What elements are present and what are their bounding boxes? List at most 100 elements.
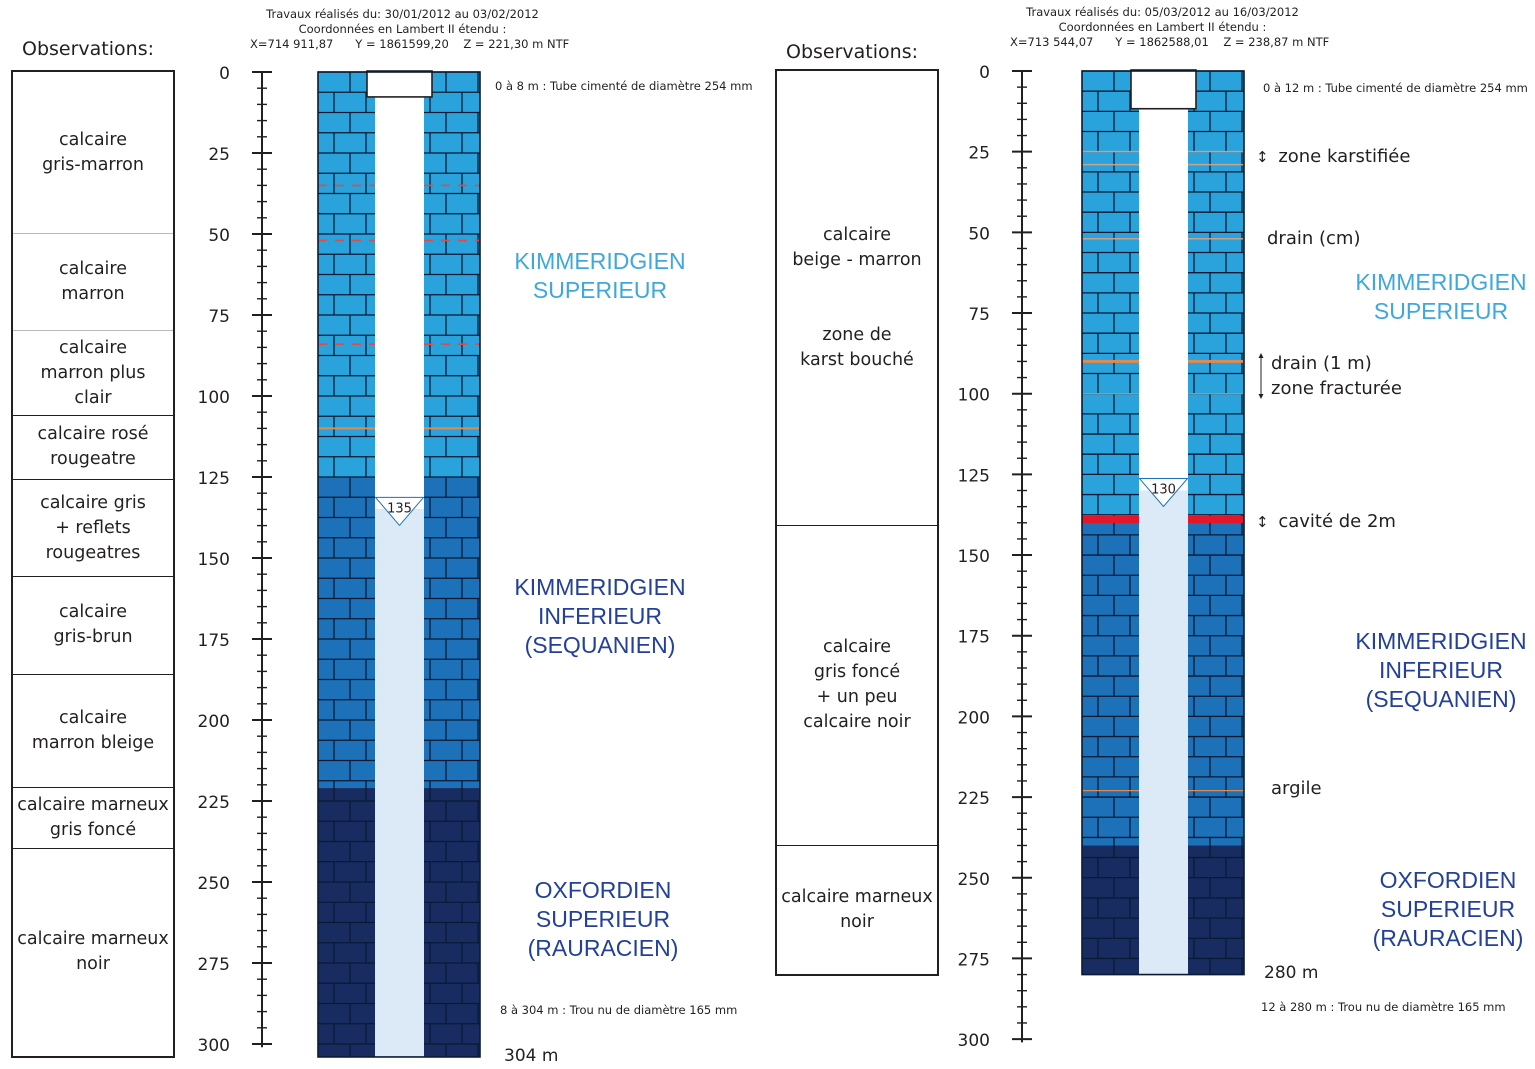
depth-tick-label: 125 bbox=[958, 466, 990, 486]
water-level-label: 130 bbox=[1151, 483, 1176, 498]
borehole-dry-section bbox=[375, 72, 424, 510]
observation-text: calcaire gris foncé + un peu calcaire no… bbox=[803, 637, 911, 733]
annotation-cavity: ↕ cavité de 2m bbox=[1256, 511, 1396, 532]
depth-tick-label: 250 bbox=[958, 870, 990, 890]
borehole1-header-dates: Travaux réalisés du: 30/01/2012 au 03/02… bbox=[266, 7, 539, 21]
casing-tube bbox=[366, 70, 433, 98]
water-level-triangle bbox=[1138, 478, 1189, 508]
observation-cell: calcaire marneux gris foncé bbox=[13, 787, 173, 849]
fractured-zone-arrow-icon bbox=[1257, 353, 1265, 399]
depth-tick-label: 100 bbox=[958, 386, 990, 406]
observation-text: calcaire gris-marron bbox=[42, 129, 144, 175]
borehole-dry-section bbox=[1139, 71, 1188, 491]
log-column-outline bbox=[1081, 70, 1245, 976]
double-arrow-icon: ↕ bbox=[1256, 513, 1269, 531]
depth-tick-label: 150 bbox=[198, 550, 230, 570]
observation-text: calcaire beige - marron zone de karst bo… bbox=[792, 225, 922, 371]
depth-tick-label: 100 bbox=[198, 388, 230, 408]
depth-tick-label: 25 bbox=[208, 145, 230, 165]
depth-tick-label: 50 bbox=[968, 224, 990, 244]
borehole2-header-xyz: X=713 544,07 Y = 1862588,01 Z = 238,87 m… bbox=[1010, 35, 1330, 49]
depth-tick-label: 225 bbox=[958, 789, 990, 809]
water-level-label: 135 bbox=[387, 501, 412, 516]
observation-text: calcaire gris-brun bbox=[53, 602, 133, 648]
casing-tube bbox=[1130, 69, 1197, 110]
depth-tick-label: 25 bbox=[968, 144, 990, 164]
observation-separator bbox=[13, 414, 173, 416]
depth-tick-label: 250 bbox=[198, 874, 230, 894]
borehole2-note-casing: 0 à 12 m : Tube cimenté de diamètre 254 … bbox=[1263, 81, 1528, 95]
borehole2-observations-box: calcaire beige - marron zone de karst bo… bbox=[775, 69, 939, 976]
observation-separator bbox=[13, 576, 173, 578]
borehole1-unit-kimmeridgien-inferieur: KIMMERIDGIEN INFERIEUR (SEQUANIEN) bbox=[514, 574, 686, 658]
depth-tick-label: 50 bbox=[208, 226, 230, 246]
depth-tick-label: 150 bbox=[958, 547, 990, 567]
observation-cell: calcaire marneux noir bbox=[777, 845, 937, 974]
observation-cell: calcaire gris-marron bbox=[13, 72, 173, 234]
borehole2-header-coordinates: Coordonnées en Lambert II étendu : bbox=[1058, 20, 1267, 34]
depth-tick-label: 175 bbox=[198, 631, 230, 651]
observation-separator bbox=[13, 233, 173, 235]
annotation-drain-cm: drain (cm) bbox=[1267, 228, 1361, 249]
observation-text: calcaire gris + reflets rougeatres bbox=[40, 492, 146, 563]
observation-text: calcaire marron bbox=[59, 259, 127, 305]
log-column-outline bbox=[317, 71, 481, 1058]
observation-separator bbox=[13, 479, 173, 481]
observation-text: calcaire marneux noir bbox=[781, 886, 933, 932]
depth-tick-label: 300 bbox=[958, 1031, 990, 1051]
depth-tick-label: 200 bbox=[958, 708, 990, 728]
observation-separator bbox=[777, 844, 937, 846]
depth-tick-label: 225 bbox=[198, 793, 230, 813]
borehole2-observations-title: Observations: bbox=[786, 41, 918, 63]
observation-text: calcaire marneux noir bbox=[17, 929, 169, 975]
borehole2-log-column: 0 25 50 75 100 125 150 175 200 225 250 275 300 130 bbox=[958, 63, 1245, 1051]
depth-tick-label: 0 bbox=[979, 63, 990, 83]
observation-separator bbox=[13, 786, 173, 788]
observation-cell: calcaire marron plus clair bbox=[13, 331, 173, 415]
double-arrow-icon: ↕ bbox=[1256, 148, 1269, 166]
depth-tick-label: 275 bbox=[958, 950, 990, 970]
borehole2-header: Travaux réalisés du: 05/03/2012 au 16/03… bbox=[1010, 5, 1330, 50]
observation-cell: calcaire beige - marron zone de karst bo… bbox=[777, 71, 937, 526]
borehole1-log-column: 0 25 50 75 100 125 150 175 200 225 250 275 300 135 bbox=[198, 64, 481, 1058]
borehole2-unit-kimmeridgien-inferieur: KIMMERIDGIEN INFERIEUR (SEQUANIEN) bbox=[1355, 628, 1527, 712]
observation-cell: calcaire gris-brun bbox=[13, 577, 173, 674]
borehole2-unit-oxfordien-superieur: OXFORDIEN SUPERIEUR (RAURACIEN) bbox=[1372, 867, 1524, 951]
observation-text: calcaire marron bleige bbox=[31, 707, 155, 753]
borehole-water-column bbox=[1139, 490, 1188, 975]
borehole1-observations-box: calcaire gris-marron calcaire marron calca… bbox=[11, 70, 175, 1058]
borehole-water-column bbox=[375, 509, 424, 1057]
borehole2-total-depth: 280 m bbox=[1264, 963, 1319, 983]
borehole1-note-open-hole: 8 à 304 m : Trou nu de diamètre 165 mm bbox=[500, 1003, 738, 1017]
depth-tick-label: 75 bbox=[208, 307, 230, 327]
depth-tick-label: 75 bbox=[968, 305, 990, 325]
observation-text: calcaire marron plus clair bbox=[40, 337, 146, 408]
borehole1-total-depth: 304 m bbox=[504, 1046, 559, 1066]
borehole2-header-dates: Travaux réalisés du: 05/03/2012 au 16/03… bbox=[1026, 5, 1299, 19]
observation-cell: calcaire gris foncé + un peu calcaire no… bbox=[777, 526, 937, 845]
borehole1-header-coordinates: Coordonnées en Lambert II étendu : bbox=[298, 22, 507, 36]
depth-tick-label: 175 bbox=[958, 628, 990, 648]
observation-cell: calcaire rosé rougeatre bbox=[13, 415, 173, 480]
annotation-drain-1m: drain (1 m) bbox=[1271, 353, 1372, 374]
depth-tick-label: 0 bbox=[219, 64, 230, 84]
borehole1-unit-oxfordien-superieur: OXFORDIEN SUPERIEUR (RAURACIEN) bbox=[527, 877, 679, 961]
observation-separator bbox=[13, 330, 173, 332]
observation-text: calcaire marneux gris foncé bbox=[17, 795, 169, 841]
observation-cell: calcaire marneux noir bbox=[13, 849, 173, 1056]
observation-text: calcaire rosé rougeatre bbox=[37, 424, 149, 470]
observation-cell: calcaire marron bbox=[13, 234, 173, 331]
depth-tick-label: 200 bbox=[198, 712, 230, 732]
annotation-clay: argile bbox=[1271, 778, 1322, 799]
annotation-fractured-zone: zone fracturée bbox=[1271, 378, 1402, 399]
borehole1-observations-title: Observations: bbox=[22, 38, 154, 60]
borehole2-unit-kimmeridgien-superieur: KIMMERIDGIEN SUPERIEUR bbox=[1355, 269, 1527, 324]
depth-tick-label: 275 bbox=[198, 955, 230, 975]
observation-cell: calcaire marron bleige bbox=[13, 674, 173, 787]
observation-separator bbox=[13, 673, 173, 675]
observation-separator bbox=[777, 525, 937, 527]
borehole2-note-open-hole: 12 à 280 m : Trou nu de diamètre 165 mm bbox=[1261, 1000, 1506, 1014]
observation-separator bbox=[13, 848, 173, 850]
borehole1-unit-kimmeridgien-superieur: KIMMERIDGIEN SUPERIEUR bbox=[514, 248, 686, 303]
annotation-karst-zone: ↕ zone karstifiée bbox=[1256, 146, 1411, 167]
